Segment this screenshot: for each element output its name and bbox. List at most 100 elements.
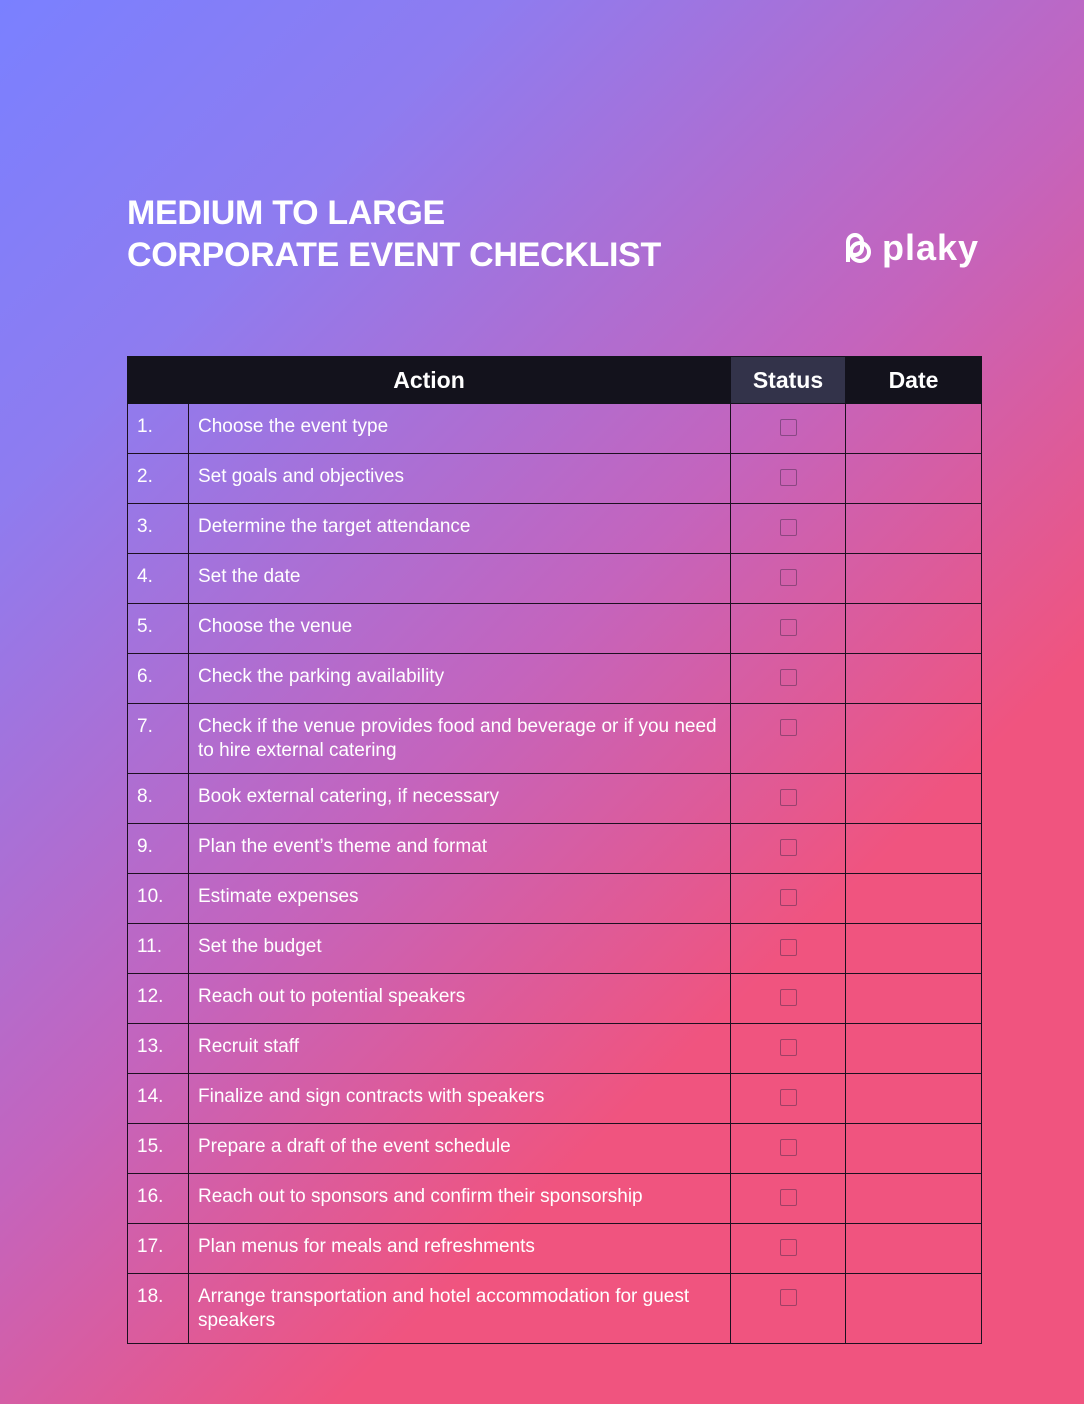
date-cell xyxy=(845,823,982,874)
table-row: 15. Prepare a draft of the event schedule xyxy=(127,1123,982,1174)
checkbox[interactable] xyxy=(779,719,797,736)
checkbox[interactable] xyxy=(779,1289,797,1306)
row-number: 10. xyxy=(127,873,189,924)
date-cell xyxy=(845,1173,982,1224)
header-row: Action Status Date xyxy=(127,356,982,404)
status-cell xyxy=(730,503,846,554)
checkbox[interactable] xyxy=(779,669,797,686)
status-cell xyxy=(730,1073,846,1124)
row-number: 17. xyxy=(127,1223,189,1274)
status-cell xyxy=(730,553,846,604)
checkbox[interactable] xyxy=(779,789,797,806)
row-number: 7. xyxy=(127,703,189,774)
checkbox[interactable] xyxy=(779,989,797,1006)
row-action: Reach out to sponsors and confirm their … xyxy=(188,1173,731,1224)
table-row: 18. Arrange transportation and hotel acco… xyxy=(127,1273,982,1344)
status-cell xyxy=(730,1173,846,1224)
row-action: Set the date xyxy=(188,553,731,604)
date-cell xyxy=(845,503,982,554)
title-line: MEDIUM TO LARGE xyxy=(127,194,445,232)
checkbox[interactable] xyxy=(779,889,797,906)
checkbox[interactable] xyxy=(779,839,797,856)
row-action: Plan the event’s theme and format xyxy=(188,823,731,874)
date-cell xyxy=(845,403,982,454)
column-header: Action xyxy=(127,356,731,404)
status-cell xyxy=(730,453,846,504)
column-header: Status xyxy=(730,356,846,404)
checkbox[interactable] xyxy=(779,939,797,956)
table-row: 2. Set goals and objectives xyxy=(127,453,982,504)
status-cell xyxy=(730,403,846,454)
row-number: 11. xyxy=(127,923,189,974)
date-cell xyxy=(845,1223,982,1274)
status-cell xyxy=(730,823,846,874)
row-action: Set the budget xyxy=(188,923,731,974)
table-row: 14. Finalize and sign contracts with spea… xyxy=(127,1073,982,1124)
table-body: 1. Choose the event type 2. Set goals and o… xyxy=(127,403,982,1344)
checkbox[interactable] xyxy=(779,469,797,486)
date-cell xyxy=(845,1273,982,1344)
row-action: Choose the event type xyxy=(188,403,731,454)
title: MEDIUM TO LARGE CORPORATE EVENT CHECKLIS… xyxy=(127,192,661,276)
date-cell xyxy=(845,453,982,504)
date-cell xyxy=(845,923,982,974)
row-number: 5. xyxy=(127,603,189,654)
date-cell xyxy=(845,653,982,704)
row-number: 2. xyxy=(127,453,189,504)
table-row: 8. Book external catering, if necessary xyxy=(127,773,982,824)
table-row: 3. Determine the target attendance xyxy=(127,503,982,554)
date-cell xyxy=(845,553,982,604)
table-row: 7. Check if the venue provides food and b… xyxy=(127,703,982,774)
row-number: 6. xyxy=(127,653,189,704)
checkbox[interactable] xyxy=(779,519,797,536)
status-cell xyxy=(730,1273,846,1344)
row-action: Finalize and sign contracts with speaker… xyxy=(188,1073,731,1124)
status-cell xyxy=(730,1223,846,1274)
row-number: 16. xyxy=(127,1173,189,1224)
status-cell xyxy=(730,873,846,924)
table-row: 16. Reach out to sponsors and confirm the… xyxy=(127,1173,982,1224)
checkbox[interactable] xyxy=(779,1139,797,1156)
row-action: Book external catering, if necessary xyxy=(188,773,731,824)
table-row: 17. Plan menus for meals and refreshments xyxy=(127,1223,982,1274)
row-action: Choose the venue xyxy=(188,603,731,654)
row-action: Estimate expenses xyxy=(188,873,731,924)
table-row: 6. Check the parking availability xyxy=(127,653,982,704)
row-action: Reach out to potential speakers xyxy=(188,973,731,1024)
row-action: Plan menus for meals and refreshments xyxy=(188,1223,731,1274)
checkbox[interactable] xyxy=(779,1039,797,1056)
row-action: Set goals and objectives xyxy=(188,453,731,504)
title-line: CORPORATE EVENT CHECKLIST xyxy=(127,236,662,274)
checkbox[interactable] xyxy=(779,1089,797,1106)
table-row: 5. Choose the venue xyxy=(127,603,982,654)
table-row: 11. Set the budget xyxy=(127,923,982,974)
checkbox[interactable] xyxy=(779,569,797,586)
row-action: Check if the venue provides food and bev… xyxy=(188,703,731,774)
table-row: 9. Plan the event’s theme and format xyxy=(127,823,982,874)
row-action: Prepare a draft of the event schedule xyxy=(188,1123,731,1174)
date-cell xyxy=(845,973,982,1024)
row-action: Check the parking availability xyxy=(188,653,731,704)
checkbox[interactable] xyxy=(779,1189,797,1206)
status-cell xyxy=(730,1023,846,1074)
status-cell xyxy=(730,603,846,654)
date-cell xyxy=(845,1023,982,1074)
row-action: Determine the target attendance xyxy=(188,503,731,554)
checkbox[interactable] xyxy=(779,619,797,636)
table-row: 1. Choose the event type xyxy=(127,403,982,454)
date-cell xyxy=(845,873,982,924)
row-number: 15. xyxy=(127,1123,189,1174)
logo-icon xyxy=(846,233,871,263)
status-cell xyxy=(730,653,846,704)
status-cell xyxy=(730,973,846,1024)
date-cell xyxy=(845,773,982,824)
status-cell xyxy=(730,773,846,824)
checkbox[interactable] xyxy=(779,1239,797,1256)
date-cell xyxy=(845,603,982,654)
checkbox[interactable] xyxy=(779,419,797,436)
table-row: 13. Recruit staff xyxy=(127,1023,982,1074)
row-action: Arrange transportation and hotel accommo… xyxy=(188,1273,731,1344)
date-cell xyxy=(845,1123,982,1174)
